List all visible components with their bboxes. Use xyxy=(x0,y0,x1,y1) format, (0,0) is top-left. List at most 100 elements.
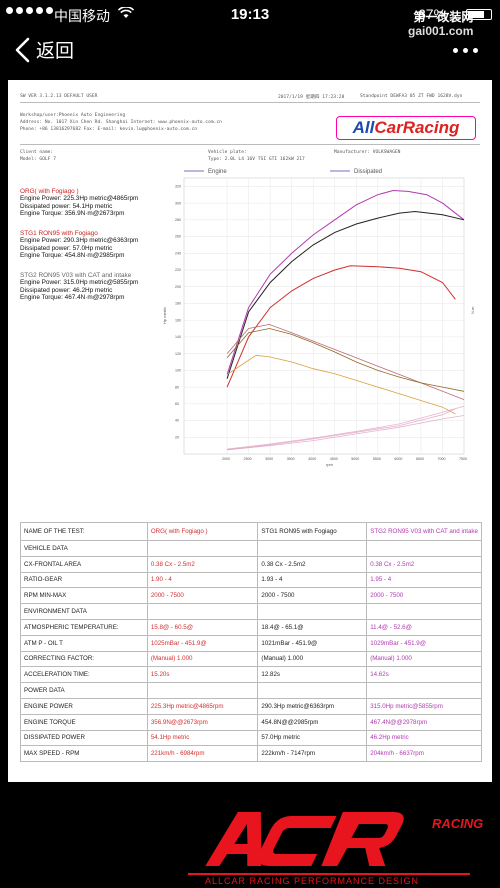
dyno-report: SW VER 3.1.2.13 DEFAULT USER 2017/1/19 星… xyxy=(8,80,492,782)
table-cell: 356.9N@@2673rpm xyxy=(146,713,259,731)
vehicle-type: Type: 2.0L L4 16V TSI GTI 162kW 217 xyxy=(208,157,305,162)
table-cell: 290.3Hp metric@6363rpm xyxy=(257,697,368,715)
series-line-power xyxy=(226,210,465,379)
table-cell: 15.20s xyxy=(146,666,259,684)
table-cell: 1.93 - 4 xyxy=(257,571,368,589)
table-row: CORRECTING FACTOR: (Manual) 1.000 (Manual)… xyxy=(20,650,482,668)
status-bar: 中国移动 19:13 67% xyxy=(0,0,500,28)
series-line-torque xyxy=(226,328,465,392)
table-cell: 221km/h - 6984rpm xyxy=(146,745,259,763)
run-summary-stg1: STG1 RON95 with Fogiago Engine Power: 29… xyxy=(20,230,138,260)
phone: Phone: +86 13816297682 Fax: E-mail: kevi… xyxy=(20,127,198,132)
x-tick-label: 3500 xyxy=(287,457,295,461)
plot-frame xyxy=(183,177,465,455)
table-cell: ENGINE TORQUE xyxy=(20,713,148,731)
table-cell: 454.8N@@2985rpm xyxy=(257,713,368,731)
table-cell: ORG( with Fogiago ) xyxy=(146,522,259,541)
series-line-torque xyxy=(226,354,456,415)
table-cell: MAX SPEED - RPM xyxy=(20,745,148,763)
table-header-row: NAME OF THE TEST: ORG( with Fogiago ) STG1… xyxy=(20,522,482,541)
table-cell: 315.0Hp metric@5855rpm xyxy=(366,697,482,715)
vehicle-model: Model: GOLF 7 xyxy=(20,157,56,162)
table-cell: 57.0Hp metric xyxy=(257,729,368,747)
table-cell: 18.4@ - 65.1@ xyxy=(257,618,368,636)
y-axis-label: Hp metric xyxy=(162,307,167,324)
table-cell xyxy=(366,603,482,620)
table-row: ENGINE TORQUE 356.9N@@2673rpm 454.8N@@2985… xyxy=(20,713,482,731)
table-cell: STG1 RON95 with Fogiago xyxy=(257,522,368,541)
manufacturer: Manufacturer: VOLKSWAGEN xyxy=(334,150,401,155)
series-line-torque xyxy=(226,323,465,400)
table-cell: RATIO-GEAR xyxy=(20,571,148,589)
table-cell: 1.90 - 4 xyxy=(146,571,259,589)
dyno-chart-svg: Engine Dissipated 2000 2500 3000 3500 4000 45… xyxy=(162,169,475,467)
back-button[interactable]: 返回 xyxy=(14,36,74,63)
y-tick-label: 160 xyxy=(175,318,181,322)
run-summary-org: ORG( with Fogiago ) Engine Power: 225.3H… xyxy=(20,188,138,218)
acr-logo-mark xyxy=(205,812,404,866)
table-row: MAX SPEED - RPM 221km/h - 6984rpm 222km/h … xyxy=(20,745,482,763)
x-tick-label: 7500 xyxy=(459,457,467,461)
table-cell: 15.8@ - 60.5@ xyxy=(146,618,259,636)
table-cell: DISSIPATED POWER xyxy=(20,729,148,747)
table-cell: VEHICLE DATA xyxy=(20,540,148,557)
table-cell: 204km/h - 6637rpm xyxy=(366,745,482,763)
nav-bar: 返回 xyxy=(0,30,500,74)
chart-grid xyxy=(183,177,465,455)
table-cell: (Manual) 1.000 xyxy=(366,650,482,668)
run-title: STG2 RON95 V03 with CAT and intake xyxy=(20,272,132,279)
acr-racing-logo: RACING ALLCAR RACING PERFORMANCE DESIGN xyxy=(188,812,483,886)
acr-logo-tagline: ALLCAR RACING PERFORMANCE DESIGN xyxy=(205,876,419,886)
table-cell: (Manual) 1.000 xyxy=(146,650,259,668)
table-cell xyxy=(257,682,368,699)
divider xyxy=(20,102,480,103)
table-cell xyxy=(257,540,368,557)
x-tick-label: 7000 xyxy=(437,457,445,461)
more-options-icon[interactable] xyxy=(453,48,478,53)
x-tick-label: 4000 xyxy=(308,457,316,461)
series-line-dissipated xyxy=(227,405,465,450)
vehicle-plate: Vehicle plate: xyxy=(208,150,247,155)
table-cell xyxy=(366,682,482,699)
carrier-name: 中国移动 xyxy=(54,8,110,24)
run-torque: Engine Torque: 356.9N·m@2673rpm xyxy=(20,210,125,218)
acr-logo-sub: RACING xyxy=(432,816,483,831)
table-cell: 1025mBar - 451.9@ xyxy=(146,634,259,652)
run-title: ORG( with Fogiago ) xyxy=(20,188,79,195)
x-axis-label: rpm xyxy=(326,462,334,467)
run-power: Engine Power: 290.3Hp metric@6363rpm xyxy=(20,237,139,245)
table-cell: 1029mBar - 451.9@ xyxy=(366,634,482,652)
allcarracing-logo: All CarRacing xyxy=(336,116,476,140)
table-cell xyxy=(146,603,259,620)
table-cell: CX-FRONTAL AREA xyxy=(20,555,148,573)
y-tick-label: 20 xyxy=(175,435,179,439)
table-cell: ATM P - OIL T xyxy=(20,634,148,652)
logo-text-carracing: CarRacing xyxy=(374,118,460,137)
table-cell: 467.4N@@2978rpm xyxy=(366,713,482,731)
watermark: 第一改装网 gai001.com xyxy=(408,10,473,38)
table-section-row: VEHICLE DATA xyxy=(20,540,482,557)
x-tick-label: 6500 xyxy=(416,457,424,461)
report-software: SW VER 3.1.2.13 DEFAULT USER xyxy=(20,94,98,99)
run-dissipated: Dissipated power: 57.0Hp metric xyxy=(20,244,113,252)
series-line-power xyxy=(226,265,456,388)
table-cell: STG2 RON95 V03 with CAT and intake xyxy=(366,522,482,541)
table-row: ATMOSPHERIC TEMPERATURE: 15.8@ - 60.5@ 18.… xyxy=(20,618,482,636)
divider xyxy=(20,144,480,145)
table-cell: 0.38 Cx - 2.5m2 xyxy=(146,555,259,573)
y-tick-label: 100 xyxy=(175,369,181,373)
clock: 19:13 xyxy=(230,6,270,23)
table-cell: 2000 - 7500 xyxy=(146,587,259,605)
run-torque: Engine Torque: 467.4N·m@2978rpm xyxy=(20,294,125,302)
x-tick-label: 4500 xyxy=(330,457,338,461)
chart-axes: 2000 2500 3000 3500 4000 4500 5000 5500 6000 6500… xyxy=(175,185,467,461)
table-cell xyxy=(146,540,259,557)
table-cell: ENVIRONMENT DATA xyxy=(20,603,148,620)
run-title: STG1 RON95 with Fogiago xyxy=(20,230,98,237)
table-cell: 1021mBar - 451.9@ xyxy=(257,634,368,652)
table-cell: ATMOSPHERIC TEMPERATURE: xyxy=(20,618,148,636)
client-name: Client name: xyxy=(20,150,54,155)
x-tick-label: 6000 xyxy=(394,457,402,461)
y-tick-label: 260 xyxy=(175,235,181,239)
report-date: 2017/1/19 星期四 17:23:28 xyxy=(278,95,345,100)
